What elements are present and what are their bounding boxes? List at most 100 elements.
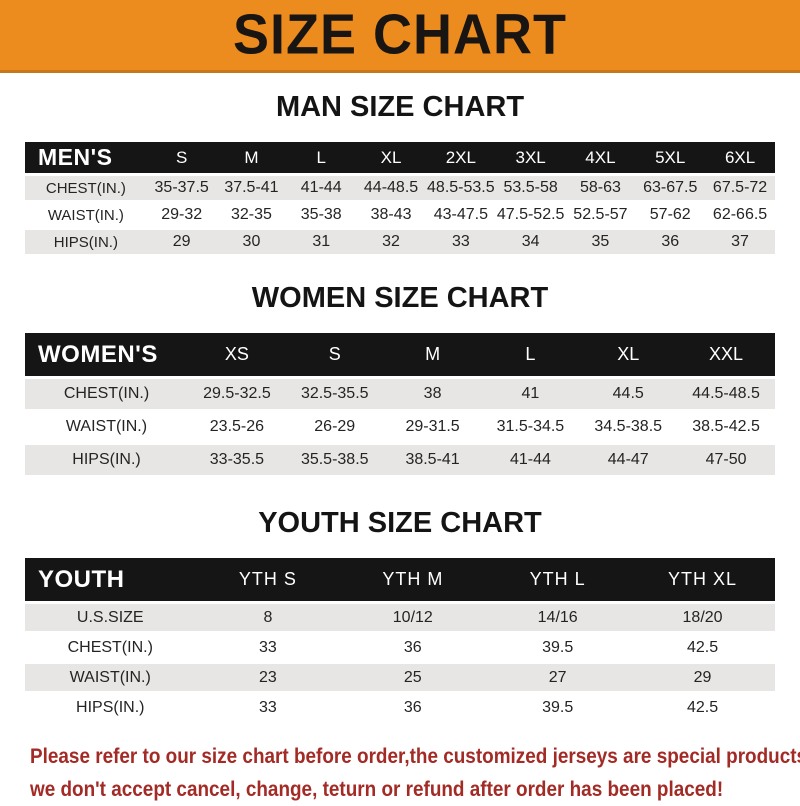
youth-size-table: YOUTH YTH S YTH M YTH L YTH XL U.S.SIZE 8 10/1… <box>25 555 775 724</box>
size-cell: 48.5-53.5 <box>425 176 496 200</box>
youth-section-title: YOUTH SIZE CHART <box>258 507 542 539</box>
size-cell: 47.5-52.5 <box>495 203 566 227</box>
size-cell: 29-31.5 <box>383 412 482 442</box>
size-cell: 26-29 <box>285 412 384 442</box>
size-cell: 58-63 <box>565 176 636 200</box>
column-header: S <box>285 333 384 376</box>
table-row: HIPS(IN.) 33-35.5 35.5-38.5 38.5-41 41-44 44-… <box>25 445 775 475</box>
women-size-table: WOMEN'S XS S M L XL XXL CHEST(IN.) 29.5-32.5 32.… <box>25 330 775 478</box>
man-size-chart-section: MAN SIZE CHART MEN'S S M L XL 2XL 3XL 4XL 5XL 6XL… <box>0 73 800 257</box>
man-section-title: MAN SIZE CHART <box>275 91 525 123</box>
banner-title: SIZE CHART <box>233 3 567 67</box>
size-cell: 37.5-41 <box>216 176 287 200</box>
size-cell: 23 <box>195 664 341 691</box>
order-notice: Please refer to our size chart before or… <box>0 740 800 806</box>
size-cell: 34.5-38.5 <box>579 412 678 442</box>
row-label: HIPS(IN.) <box>25 230 147 254</box>
column-header: XS <box>188 333 286 376</box>
column-header: S <box>146 142 217 173</box>
size-cell: 41-44 <box>286 176 357 200</box>
women-size-chart-section: WOMEN SIZE CHART WOMEN'S XS S M L XL XXL CHEST… <box>0 257 800 478</box>
size-cell: 18/20 <box>630 604 775 631</box>
column-header: YTH XL <box>630 558 775 601</box>
table-header-row: YOUTH YTH S YTH M YTH L YTH XL <box>25 558 775 601</box>
size-cell: 32-35 <box>216 203 287 227</box>
size-cell: 8 <box>195 604 341 631</box>
table-header-label: MEN'S <box>25 142 147 173</box>
table-header-row: WOMEN'S XS S M L XL XXL <box>25 333 775 376</box>
size-cell: 57-62 <box>635 203 706 227</box>
table-header-label: YOUTH <box>25 558 196 601</box>
size-cell: 38-43 <box>356 203 426 227</box>
row-label: U.S.SIZE <box>25 604 196 631</box>
size-cell: 53.5-58 <box>495 176 566 200</box>
table-row: U.S.SIZE 8 10/12 14/16 18/20 <box>25 604 775 631</box>
size-cell: 41 <box>481 379 580 409</box>
size-cell: 29.5-32.5 <box>188 379 286 409</box>
column-header: 4XL <box>565 142 636 173</box>
size-cell: 43-47.5 <box>425 203 496 227</box>
size-cell: 63-67.5 <box>635 176 706 200</box>
column-header: M <box>383 333 482 376</box>
row-label: CHEST(IN.) <box>25 634 196 661</box>
size-cell: 29 <box>146 230 217 254</box>
size-cell: 37 <box>705 230 775 254</box>
order-notice-line: we don't accept cancel, change, teturn o… <box>30 777 724 801</box>
size-cell: 35-38 <box>286 203 357 227</box>
size-cell: 44.5 <box>579 379 678 409</box>
column-header: XL <box>579 333 678 376</box>
column-header: XL <box>356 142 426 173</box>
size-cell: 34 <box>495 230 566 254</box>
size-cell: 36 <box>340 634 486 661</box>
row-label: WAIST(IN.) <box>25 664 196 691</box>
column-header: 2XL <box>425 142 496 173</box>
column-header: L <box>481 333 580 376</box>
column-header: YTH L <box>485 558 631 601</box>
column-header: 6XL <box>705 142 775 173</box>
table-row: CHEST(IN.) 33 36 39.5 42.5 <box>25 634 775 661</box>
table-row: WAIST(IN.) 23 25 27 29 <box>25 664 775 691</box>
size-cell: 29 <box>630 664 775 691</box>
size-cell: 44-48.5 <box>356 176 426 200</box>
size-cell: 33 <box>195 694 341 721</box>
column-header: XXL <box>677 333 775 376</box>
size-cell: 42.5 <box>630 634 775 661</box>
size-cell: 42.5 <box>630 694 775 721</box>
size-cell: 38 <box>383 379 482 409</box>
row-label: WAIST(IN.) <box>25 203 147 227</box>
size-cell: 62-66.5 <box>705 203 775 227</box>
column-header: YTH S <box>195 558 341 601</box>
size-cell: 25 <box>340 664 486 691</box>
men-size-table: MEN'S S M L XL 2XL 3XL 4XL 5XL 6XL CHEST(IN.) 35-3… <box>25 139 775 257</box>
size-cell: 33 <box>195 634 341 661</box>
size-cell: 33-35.5 <box>188 445 286 475</box>
size-cell: 23.5-26 <box>188 412 286 442</box>
size-cell: 44.5-48.5 <box>677 379 775 409</box>
size-cell: 38.5-42.5 <box>677 412 775 442</box>
table-row: WAIST(IN.) 23.5-26 26-29 29-31.5 31.5-34.5 34… <box>25 412 775 442</box>
row-label: HIPS(IN.) <box>25 694 196 721</box>
size-cell: 38.5-41 <box>383 445 482 475</box>
table-row: WAIST(IN.) 29-32 32-35 35-38 38-43 43-47.5 47.… <box>25 203 775 227</box>
size-cell: 30 <box>216 230 287 254</box>
size-cell: 36 <box>340 694 486 721</box>
size-cell: 67.5-72 <box>705 176 775 200</box>
row-label: HIPS(IN.) <box>25 445 188 475</box>
column-header: 5XL <box>635 142 706 173</box>
size-cell: 31.5-34.5 <box>481 412 580 442</box>
size-cell: 29-32 <box>146 203 217 227</box>
row-label: CHEST(IN.) <box>25 176 147 200</box>
size-cell: 10/12 <box>340 604 486 631</box>
column-header: 3XL <box>495 142 566 173</box>
table-header-label: WOMEN'S <box>25 333 188 376</box>
row-label: WAIST(IN.) <box>25 412 188 442</box>
size-cell: 52.5-57 <box>565 203 636 227</box>
size-cell: 35 <box>565 230 636 254</box>
size-cell: 32.5-35.5 <box>285 379 384 409</box>
size-cell: 39.5 <box>485 634 631 661</box>
size-cell: 44-47 <box>579 445 678 475</box>
column-header: YTH M <box>340 558 486 601</box>
column-header: L <box>286 142 357 173</box>
size-cell: 36 <box>635 230 706 254</box>
youth-size-chart-section: YOUTH SIZE CHART YOUTH YTH S YTH M YTH L YTH… <box>0 478 800 724</box>
